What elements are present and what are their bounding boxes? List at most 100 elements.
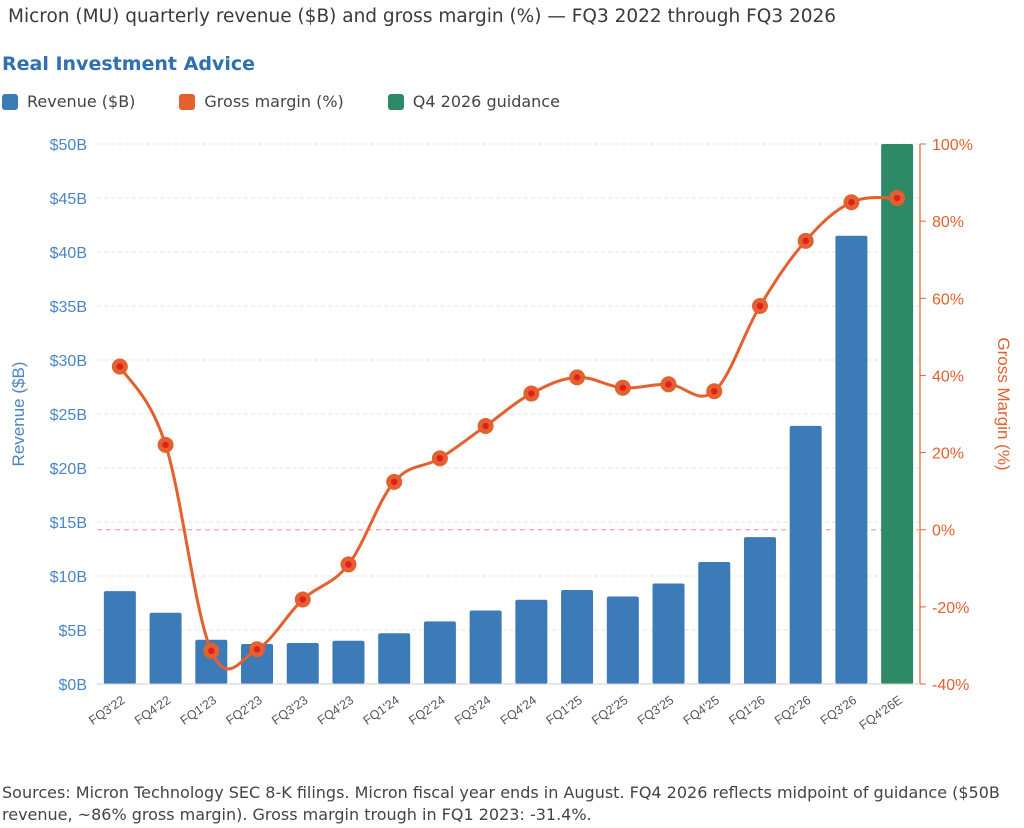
gross-margin-point: [706, 383, 723, 400]
legend-label-gross-margin: Gross margin (%): [204, 92, 344, 111]
gross-margin-point-inner: [665, 381, 672, 388]
revenue-bar: [698, 561, 731, 684]
gross-margin-point-inner: [162, 441, 169, 449]
x-tick-label: FQ1'26: [726, 693, 767, 728]
y-right-tick-label: 0%: [932, 523, 955, 540]
revenue-bar: [423, 621, 456, 684]
revenue-bar: [606, 596, 639, 684]
x-tick-label: FQ1'24: [361, 693, 402, 728]
gross-margin-point: [386, 473, 403, 490]
gross-margin-point: [614, 379, 631, 396]
gross-margin-point-inner: [573, 374, 581, 381]
legend-item-gross-margin: Gross margin (%): [179, 92, 344, 111]
y-left-axis-title: Revenue ($B): [9, 362, 28, 467]
gross-margin-point-inner: [802, 237, 809, 245]
revenue-bar: [149, 612, 182, 684]
legend-swatch-gross-margin: [179, 93, 196, 110]
gross-margin-point: [157, 436, 174, 453]
gross-margin-point-inner: [345, 561, 352, 568]
y-right-tick-label: 40%: [932, 368, 964, 385]
x-tick-label: FQ3'23: [269, 693, 310, 728]
x-tick-label: FQ3'26: [818, 693, 859, 728]
y-right-axis-title: Gross Margin (%): [994, 337, 1013, 470]
x-tick-label: FQ2'26: [772, 693, 813, 728]
gross-margin-point-inner: [482, 422, 489, 430]
y-left-tick-label: $0B: [59, 677, 87, 694]
gross-margin-point-inner: [619, 384, 627, 391]
legend-label-revenue: Revenue ($B): [27, 92, 136, 111]
revenue-bar: [743, 537, 776, 684]
brand-name: Real Investment Advice: [2, 53, 255, 75]
gross-margin-point: [751, 298, 768, 314]
y-right-tick-label: 60%: [932, 291, 964, 308]
legend-item-revenue: Revenue ($B): [2, 92, 135, 111]
gross-margin-point: [340, 556, 357, 573]
gross-margin-point: [797, 232, 814, 249]
gross-margin-point-inner: [208, 647, 215, 655]
y-left-tick-label: $25B: [50, 407, 87, 424]
x-tick-label: FQ3'24: [452, 693, 493, 728]
gross-margin-point-inner: [528, 390, 535, 397]
legend-label-guidance: Q4 2026 guidance: [412, 92, 560, 111]
legend-item-guidance: Q4 2026 guidance: [387, 92, 560, 111]
gross-margin-point: [660, 376, 677, 393]
gross-margin-point-inner: [253, 646, 261, 653]
y-left-tick-label: $15B: [50, 515, 87, 532]
x-tick-label: FQ4'23: [315, 693, 356, 728]
sources-note: Sources: Micron Technology SEC 8-K filin…: [2, 783, 1000, 824]
y-left-tick-label: $35B: [50, 299, 87, 316]
revenue-bar: [789, 425, 822, 684]
revenue-bar: [378, 633, 411, 684]
gross-margin-point-inner: [390, 478, 398, 486]
gross-margin-point-inner: [299, 596, 306, 603]
gross-margin-point-inner: [116, 363, 124, 370]
revenue-bar: [195, 639, 228, 684]
gross-margin-point-inner: [756, 302, 764, 310]
revenue-bar: [469, 610, 502, 684]
y-left-tick-label: $30B: [50, 353, 87, 370]
gross-margin-point-inner: [436, 455, 444, 462]
gross-margin-point-inner: [893, 194, 901, 202]
y-right-tick-label: 100%: [932, 137, 973, 154]
y-left-tick-label: $10B: [50, 569, 87, 586]
revenue-margin-chart: $0B $5B $10B $15B $20B $25B $30B $35B $40B $45B $5…: [9, 137, 1013, 733]
revenue-bar: [561, 590, 594, 684]
y-right-tick-label: -40%: [932, 677, 969, 694]
x-tick-label: FQ4'22: [132, 693, 173, 728]
gross-margin-point: [431, 450, 448, 467]
y-right-tick-label: 20%: [932, 446, 964, 463]
x-tick-label: FQ3'25: [635, 693, 676, 728]
x-tick-label: FQ4'26E: [857, 693, 905, 733]
y-right-tick-label: 80%: [932, 214, 964, 231]
x-tick-label: FQ4'25: [681, 693, 722, 728]
chart-legend: Revenue ($B) Gross margin (%) Q4 2026 gu…: [2, 92, 604, 111]
y-left-tick-label: $20B: [50, 461, 87, 478]
x-tick-label: FQ1'25: [544, 693, 585, 728]
revenue-bar: [515, 599, 548, 684]
x-tick-label: FQ2'25: [589, 693, 630, 728]
gross-margin-point: [111, 358, 128, 375]
gross-margin-point: [249, 641, 266, 658]
gross-margin-line: [118, 196, 898, 671]
gross-margin-point: [569, 369, 586, 386]
gross-margin-point-inner: [848, 199, 855, 206]
gross-margin-point-inner: [711, 388, 718, 395]
revenue-bar: [103, 591, 136, 684]
legend-swatch-guidance: [387, 93, 404, 110]
revenue-bar: [286, 642, 319, 684]
chart-title: Micron (MU) quarterly revenue ($B) and g…: [8, 6, 837, 27]
gross-margin-point: [523, 385, 540, 402]
gross-margin-point: [203, 642, 220, 659]
y-right-tick-label: -20%: [932, 600, 969, 617]
y-left-tick-label: $45B: [50, 191, 87, 208]
x-tick-label: FQ2'23: [223, 693, 264, 728]
y-left-tick-label: $50B: [50, 137, 87, 154]
y-left-tick-label: $5B: [59, 623, 87, 640]
y-left-tick-label: $40B: [50, 245, 87, 262]
x-tick-label: FQ1'23: [178, 693, 219, 728]
x-tick-label: FQ3'22: [86, 693, 127, 728]
revenue-bar: [652, 583, 685, 684]
legend-swatch-revenue: [2, 93, 18, 110]
revenue-bar: [835, 235, 868, 685]
x-tick-label: FQ2'24: [406, 693, 447, 728]
